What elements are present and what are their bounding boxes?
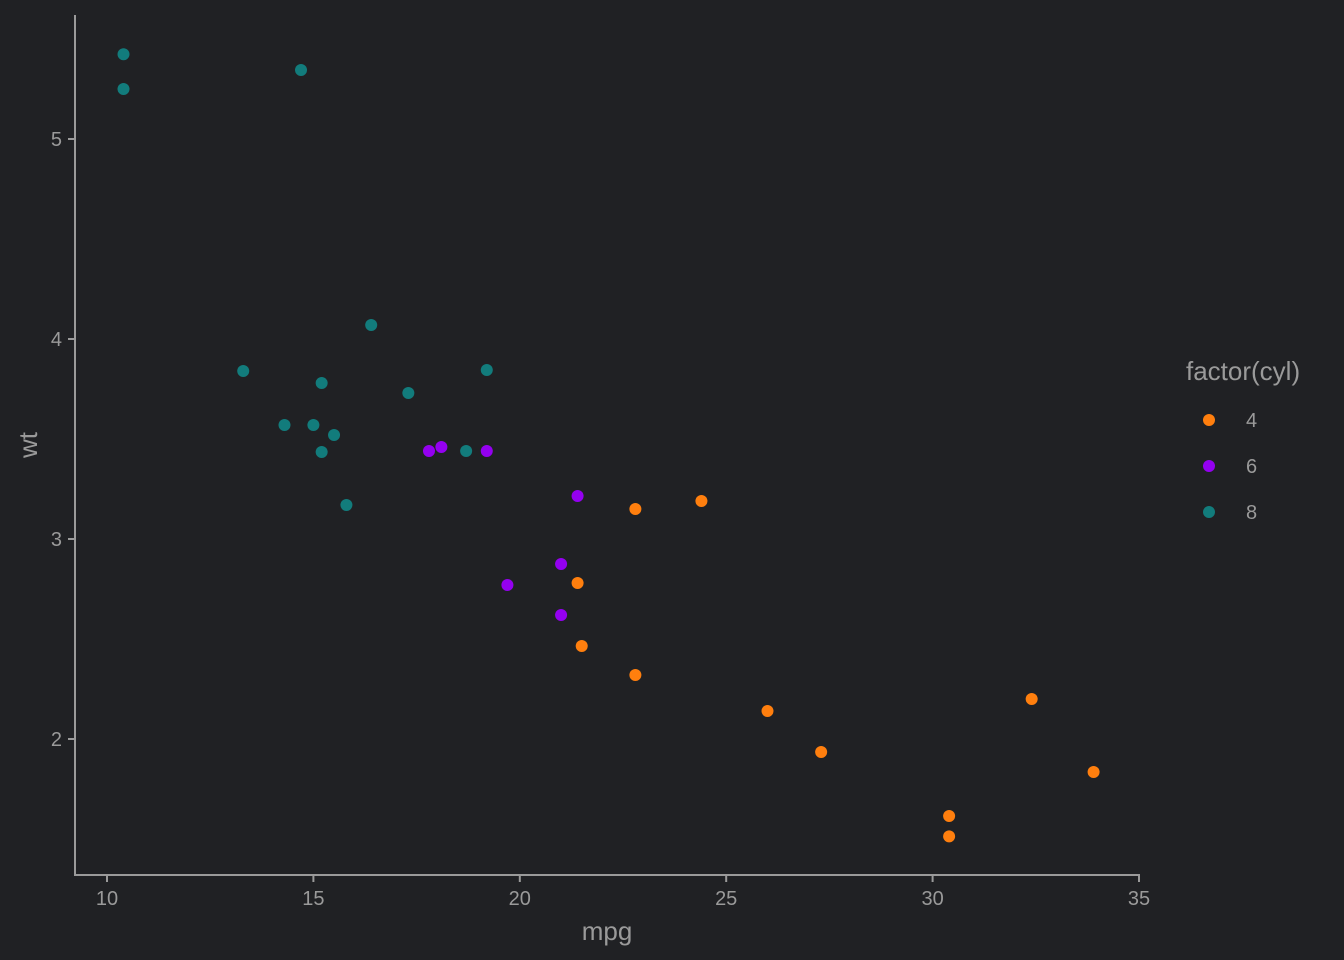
data-point-cyl-8 xyxy=(480,364,493,376)
data-point-cyl-8 xyxy=(402,387,415,399)
x-tick-label: 10 xyxy=(96,888,118,910)
data-point-cyl-4 xyxy=(571,577,584,589)
y-ticks: 2 3 4 5 xyxy=(51,129,75,751)
x-tick-label: 30 xyxy=(921,888,943,910)
data-point-cyl-8 xyxy=(117,83,130,95)
data-point-cyl-4 xyxy=(1025,693,1038,705)
y-axis-title: wt xyxy=(13,431,43,459)
legend-key-6 xyxy=(1203,460,1215,472)
x-tick-label: 25 xyxy=(715,888,737,910)
data-point-cyl-8 xyxy=(328,429,341,441)
data-point-cyl-6 xyxy=(501,579,514,591)
data-point-cyl-6 xyxy=(435,441,448,453)
data-point-cyl-4 xyxy=(629,503,642,515)
x-axis-title: mpg xyxy=(582,916,633,946)
x-ticks: 10 15 20 25 30 35 xyxy=(96,875,1150,910)
y-tick-label: 5 xyxy=(51,129,62,151)
data-point-cyl-4 xyxy=(943,810,956,822)
x-tick-label: 20 xyxy=(509,888,531,910)
data-point-cyl-8 xyxy=(307,419,320,431)
legend-label: 4 xyxy=(1246,410,1257,432)
data-points xyxy=(117,48,1100,843)
data-point-cyl-4 xyxy=(1087,766,1100,778)
data-point-cyl-8 xyxy=(315,377,328,389)
data-point-cyl-8 xyxy=(295,64,308,76)
legend-key-8 xyxy=(1203,506,1215,518)
axes: 10 15 20 25 30 35 2 3 4 5 xyxy=(51,15,1150,910)
data-point-cyl-8 xyxy=(278,419,291,431)
legend-label: 6 xyxy=(1246,456,1257,478)
data-point-cyl-6 xyxy=(480,445,493,457)
data-point-cyl-4 xyxy=(943,830,956,843)
legend: factor(cyl) 4 6 8 xyxy=(1186,356,1300,524)
data-point-cyl-6 xyxy=(571,490,584,502)
data-point-cyl-8 xyxy=(460,445,473,457)
data-point-cyl-6 xyxy=(555,609,568,621)
legend-label: 8 xyxy=(1246,502,1257,524)
data-point-cyl-8 xyxy=(340,499,353,511)
data-point-cyl-8 xyxy=(117,48,130,61)
y-tick-label: 4 xyxy=(51,329,62,351)
x-tick-label: 35 xyxy=(1128,888,1150,910)
data-point-cyl-4 xyxy=(629,669,642,681)
legend-key-4 xyxy=(1203,414,1215,426)
data-point-cyl-8 xyxy=(237,365,250,377)
data-point-cyl-8 xyxy=(315,446,328,458)
legend-items: 4 6 8 xyxy=(1203,410,1257,524)
data-point-cyl-4 xyxy=(761,705,774,717)
y-tick-label: 2 xyxy=(51,729,62,751)
data-point-cyl-4 xyxy=(815,746,828,758)
legend-title: factor(cyl) xyxy=(1186,356,1300,386)
y-tick-label: 3 xyxy=(51,529,62,551)
data-point-cyl-4 xyxy=(575,640,588,652)
data-point-cyl-8 xyxy=(365,319,378,331)
data-point-cyl-6 xyxy=(555,558,568,570)
data-point-cyl-6 xyxy=(422,445,435,457)
data-point-cyl-4 xyxy=(695,495,708,507)
x-tick-label: 15 xyxy=(302,888,324,910)
